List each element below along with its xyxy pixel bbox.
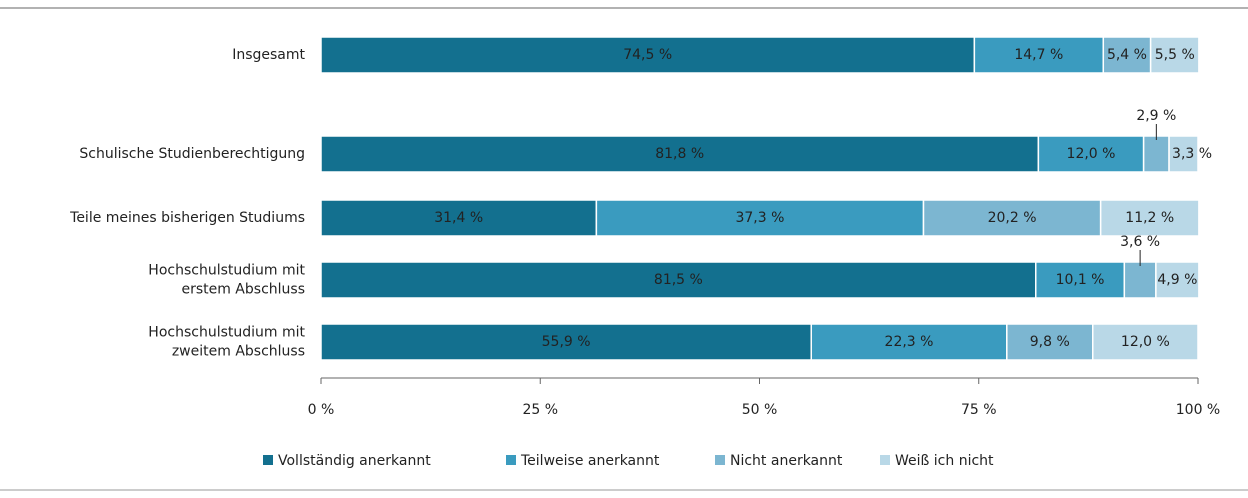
bar-segment <box>1168 135 1199 173</box>
x-tick-label: 100 % <box>1176 402 1220 418</box>
category-label: Hochschulstudium mit erstem Abschluss <box>148 263 305 298</box>
bar-segment <box>1037 135 1145 173</box>
x-tick-label: 0 % <box>308 402 335 418</box>
value-label: 12,0 % <box>1121 334 1170 350</box>
bar-segment <box>1149 36 1200 74</box>
bar-segment <box>595 199 925 237</box>
value-label: 3,3 % <box>1172 146 1212 162</box>
bar-segment <box>1006 323 1094 361</box>
category-label: Insgesamt <box>232 47 305 63</box>
bar-segment <box>1035 261 1126 299</box>
value-label: 74,5 % <box>623 47 672 63</box>
bar-segment <box>1099 199 1200 237</box>
value-label: 12,0 % <box>1067 146 1116 162</box>
bar-segment <box>973 36 1105 74</box>
value-label: 22,3 % <box>885 334 934 350</box>
bar-segment <box>320 199 598 237</box>
x-tick-label: 25 % <box>522 402 558 418</box>
value-label: 9,8 % <box>1030 334 1070 350</box>
value-label: 4,9 % <box>1157 272 1197 288</box>
legend-swatch <box>880 455 890 465</box>
category-label: Hochschulstudium mit zweitem Abschluss <box>148 325 305 360</box>
value-label: 10,1 % <box>1056 272 1105 288</box>
x-tick-label: 50 % <box>742 402 778 418</box>
value-label: 31,4 % <box>434 210 483 226</box>
x-tick-label: 75 % <box>961 402 997 418</box>
value-label: 37,3 % <box>735 210 784 226</box>
value-label: 81,5 % <box>654 272 703 288</box>
bar-segment <box>320 36 976 74</box>
value-label: 5,5 % <box>1155 47 1195 63</box>
legend-label: Nicht anerkannt <box>730 453 843 469</box>
bar-segment <box>320 323 812 361</box>
value-label: 81,8 % <box>655 146 704 162</box>
bar-segment <box>922 199 1102 237</box>
legend-swatch <box>715 455 725 465</box>
value-label: 20,2 % <box>988 210 1037 226</box>
bar-segment <box>1123 261 1157 299</box>
legend-swatch <box>506 455 516 465</box>
value-label: 2,9 % <box>1136 108 1176 124</box>
bar-segment <box>1142 135 1170 173</box>
legend-label: Teilweise anerkannt <box>520 453 660 469</box>
value-label: 14,7 % <box>1014 47 1063 63</box>
bar-segment <box>1155 261 1200 299</box>
legend-label: Vollständig anerkannt <box>278 453 431 469</box>
bar-segment <box>1092 323 1199 361</box>
value-label: 5,4 % <box>1107 47 1147 63</box>
legend-label: Weiß ich nicht <box>895 453 994 469</box>
legend-swatch <box>263 455 273 465</box>
category-label: Teile meines bisherigen Studiums <box>69 210 305 226</box>
value-label: 3,6 % <box>1120 234 1160 250</box>
value-label: 55,9 % <box>542 334 591 350</box>
bar-segment <box>810 323 1008 361</box>
value-label: 11,2 % <box>1125 210 1174 226</box>
category-label: Schulische Studienberechtigung <box>79 146 305 162</box>
